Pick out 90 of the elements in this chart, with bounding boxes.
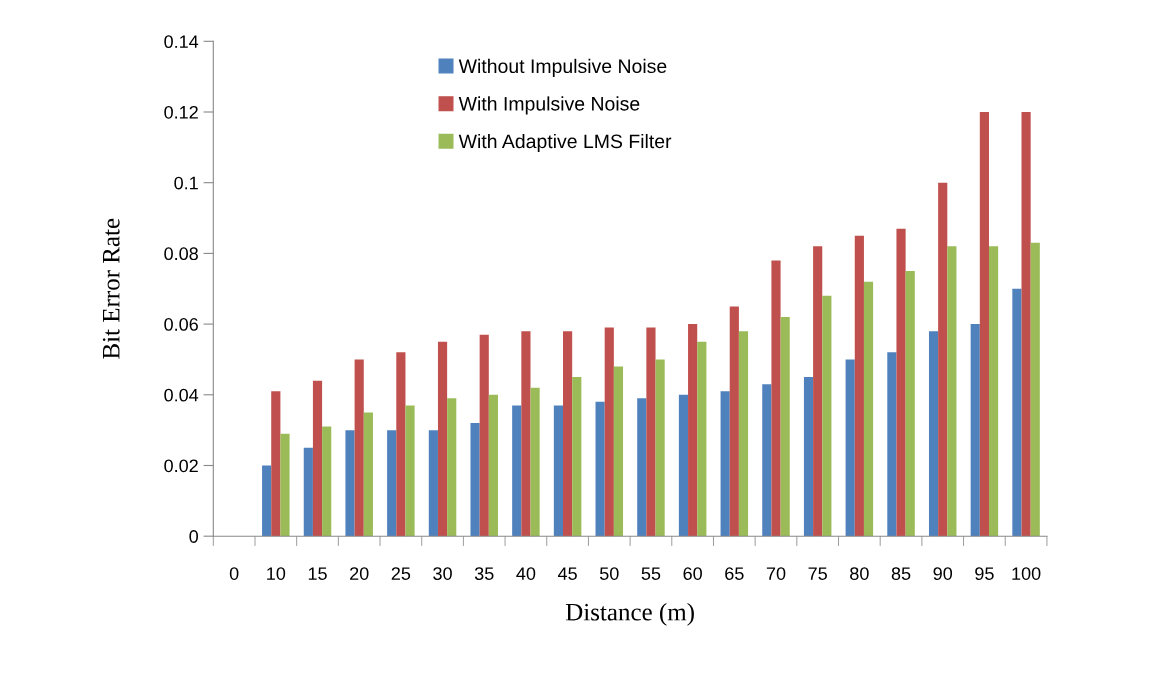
bar — [572, 377, 582, 537]
bar — [803, 377, 814, 537]
bar — [363, 412, 373, 537]
bar — [845, 359, 855, 537]
bar — [396, 352, 406, 537]
bar — [530, 387, 540, 537]
bar — [312, 380, 323, 537]
x-tick-label: 75 — [808, 567, 827, 580]
bar — [655, 359, 665, 537]
legend-label: With Adaptive LMS Filter — [458, 133, 672, 153]
x-tick-label: 85 — [891, 567, 911, 580]
bar — [303, 447, 313, 537]
legend-label: With Impulsive Noise — [458, 96, 640, 115]
bar — [479, 334, 489, 537]
bar — [512, 405, 522, 537]
x-tick-label: 0 — [229, 567, 239, 580]
y-tick-label: 0.04 — [164, 388, 199, 402]
bar — [437, 341, 448, 537]
bar — [970, 324, 980, 537]
bar — [521, 331, 531, 537]
bar — [1012, 288, 1022, 537]
bar — [405, 405, 415, 537]
bar — [322, 426, 332, 537]
bar — [604, 327, 614, 537]
y-tick-label: 0.12 — [164, 105, 198, 119]
bar — [678, 394, 689, 537]
x-tick-label: 100 — [1012, 567, 1041, 580]
bar — [720, 391, 730, 537]
y-tick-label: 0.02 — [164, 459, 198, 473]
x-tick-label: 65 — [725, 567, 744, 580]
x-tick-label: 15 — [308, 567, 327, 580]
bar — [637, 398, 647, 537]
bar — [729, 306, 739, 537]
bar — [553, 405, 564, 537]
bar — [271, 391, 281, 537]
bar — [896, 228, 906, 537]
bar — [345, 430, 355, 537]
x-tick-label: 70 — [766, 567, 786, 580]
bar — [354, 359, 364, 537]
bar — [822, 295, 832, 537]
bar — [762, 384, 772, 537]
bar — [854, 235, 864, 537]
bar — [738, 331, 749, 537]
bar — [863, 281, 874, 537]
x-tick-label: 35 — [474, 567, 494, 580]
x-tick-label: 90 — [933, 567, 953, 580]
bar — [1021, 112, 1031, 537]
bar — [262, 465, 272, 537]
bar — [387, 430, 397, 537]
bar — [428, 430, 438, 537]
bar — [928, 331, 939, 537]
bar — [613, 366, 624, 537]
x-tick-label: 50 — [599, 567, 619, 580]
y-tick-label: 0.06 — [164, 318, 198, 331]
bar — [780, 317, 790, 537]
y-axis-title: Bit Error Rate — [102, 218, 120, 359]
bar — [280, 433, 290, 537]
bar — [447, 398, 457, 537]
x-tick-label: 80 — [850, 567, 869, 580]
x-tick-label: 45 — [557, 567, 577, 580]
x-tick-label: 60 — [683, 567, 702, 580]
x-tick-label: 95 — [975, 567, 994, 580]
bar — [938, 182, 948, 537]
x-tick-label: 30 — [433, 567, 452, 580]
x-tick-label: 25 — [391, 567, 411, 580]
bar — [905, 271, 915, 537]
bar — [563, 331, 573, 537]
bar — [771, 260, 781, 537]
y-tick-label: 0 — [189, 530, 199, 543]
bar — [488, 394, 498, 537]
bar — [988, 246, 999, 537]
y-tick-label: 0.1 — [174, 176, 198, 190]
x-tick-label: 20 — [350, 567, 369, 580]
bar — [470, 423, 480, 537]
bar — [947, 246, 957, 537]
bar — [697, 341, 707, 537]
x-axis-title: Distance (m) — [565, 603, 694, 626]
bar — [595, 401, 605, 537]
y-tick-label: 0.08 — [164, 247, 198, 261]
bar — [688, 324, 698, 537]
x-tick-label: 40 — [516, 567, 536, 580]
bar — [1030, 242, 1040, 537]
x-tick-label: 10 — [267, 567, 286, 580]
x-tick-label: 55 — [641, 567, 661, 580]
bar — [813, 246, 823, 537]
bar — [646, 327, 656, 537]
y-tick-label: 0.14 — [164, 35, 199, 49]
bar — [979, 112, 989, 537]
legend-label: Without Impulsive Noise — [458, 58, 667, 77]
bar — [887, 352, 897, 537]
